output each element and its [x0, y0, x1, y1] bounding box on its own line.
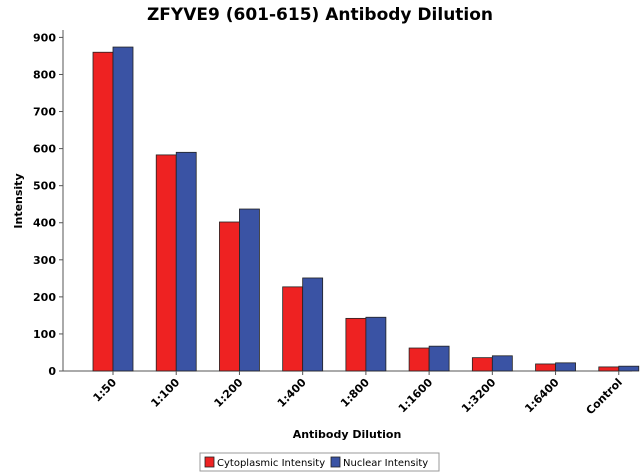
bar-nuclear-5	[428, 345, 450, 372]
bar-cytoplasmic-7	[535, 363, 556, 372]
plot-area: 0 100 200 300 400 500 600 700 800 900 1:50 1:100 1:2…	[33, 30, 640, 417]
bar-nuclear-8	[618, 365, 640, 372]
x-tick-label: 1:400	[275, 376, 309, 410]
legend-box	[199, 452, 440, 472]
bar-cytoplasmic-1	[155, 154, 177, 372]
x-axis-label: Antibody Dilution	[293, 428, 402, 441]
bar-nuclear-1	[175, 151, 197, 372]
bar-cytoplasmic-6	[471, 357, 493, 372]
bar-nuclear-6	[491, 355, 513, 372]
bar-cytoplasmic-3	[282, 286, 304, 372]
legend-swatch-nuclear	[330, 456, 341, 468]
x-tick-label: 1:1600	[396, 376, 436, 416]
bar-cytoplasmic-5	[408, 347, 430, 372]
bar-cytoplasmic-8	[598, 366, 620, 372]
legend-swatch-cytoplasmic	[204, 456, 215, 468]
y-tick-label: 900	[33, 31, 56, 44]
y-tick-label: 800	[33, 68, 56, 81]
x-tick-label: Control	[584, 376, 625, 417]
y-axis-label: Intensity	[12, 173, 25, 228]
y-tick-label: 700	[33, 106, 56, 119]
bar-nuclear-4	[365, 316, 387, 372]
bar-nuclear-0	[112, 46, 134, 372]
bar-cytoplasmic-2	[219, 221, 240, 372]
y-tick-label: 500	[33, 180, 56, 193]
bar-nuclear-2	[239, 208, 260, 372]
x-tick-label: 1:3200	[459, 376, 499, 416]
legend-label-cytoplasmic: Cytoplasmic Intensity	[217, 458, 325, 469]
bar-nuclear-7	[555, 362, 576, 372]
bar-cytoplasmic-4	[345, 317, 367, 372]
legend: Cytoplasmic Intensity Nuclear Intensity	[199, 452, 440, 472]
x-tick-label: 1:6400	[522, 376, 562, 416]
y-tick-label: 400	[33, 217, 56, 230]
x-tick-label: 1:100	[148, 376, 182, 410]
y-tick-label: 600	[33, 143, 56, 156]
x-tick-label: 1:50	[91, 376, 120, 405]
chart-title: ZFYVE9 (601-615) Antibody Dilution	[147, 5, 493, 25]
y-tick-label: 0	[48, 365, 56, 378]
x-tick-label: 1:200	[212, 376, 246, 410]
y-tick-label: 300	[33, 254, 56, 267]
legend-label-nuclear: Nuclear Intensity	[343, 458, 428, 469]
bar-nuclear-3	[302, 277, 324, 372]
y-tick-label: 200	[33, 291, 56, 304]
bar-cytoplasmic-0	[92, 51, 114, 372]
y-tick-label: 100	[33, 328, 56, 341]
x-tick-label: 1:800	[338, 376, 372, 410]
